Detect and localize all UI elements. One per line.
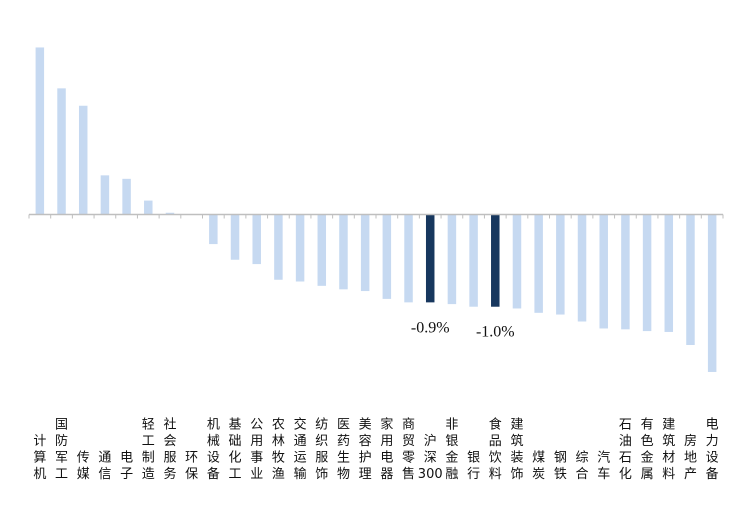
category-label: 通信 xyxy=(98,451,111,483)
category-label: 农林牧渔 xyxy=(272,418,285,483)
data-labels: -0.9% -1.0% xyxy=(411,319,515,340)
bar xyxy=(447,214,457,305)
bar xyxy=(577,214,587,322)
bar xyxy=(144,200,153,215)
category-label: 国防军工 xyxy=(55,418,68,483)
bar xyxy=(317,214,327,286)
bar xyxy=(230,214,240,260)
category-label: 银行 xyxy=(467,451,480,483)
bar xyxy=(425,214,435,303)
bar xyxy=(707,214,717,372)
bar xyxy=(209,214,218,245)
bar xyxy=(599,214,608,329)
category-label: 医药生物 xyxy=(337,418,350,483)
category-labels: 计算机国防军工传媒通信电子轻工制造社会服务环保机械设备基础化工公用事业农林牧渔交… xyxy=(33,417,718,483)
category-label: 计算机 xyxy=(33,434,46,482)
x-axis-ticks xyxy=(28,214,724,219)
data-label: -1.0% xyxy=(476,324,515,341)
category-label: 沪深 300 xyxy=(418,433,443,482)
category-label: 美容护理 xyxy=(359,418,372,483)
bar xyxy=(621,214,630,330)
category-label: 环保 xyxy=(185,451,198,483)
category-label: 建筑材料 xyxy=(662,418,675,483)
bars-group xyxy=(35,47,717,372)
category-label: 综合 xyxy=(576,451,589,483)
category-label: 社会服务 xyxy=(163,417,176,483)
bar xyxy=(404,214,413,303)
bar xyxy=(274,214,283,280)
bar xyxy=(686,214,695,345)
category-label: 纺织服饰 xyxy=(315,418,328,483)
bar xyxy=(642,214,652,332)
data-label: -0.9% xyxy=(411,319,450,336)
bar xyxy=(57,88,66,215)
category-label: 煤炭 xyxy=(532,451,545,483)
category-label: 非银金融 xyxy=(445,418,458,483)
bar xyxy=(252,214,261,265)
category-label: 公用事业 xyxy=(250,418,263,483)
category-label: 有色金属 xyxy=(641,418,654,483)
bar xyxy=(664,214,674,332)
bar xyxy=(165,212,175,215)
category-label: 食品饮料 xyxy=(489,417,502,483)
bar xyxy=(122,178,131,215)
bar xyxy=(295,214,305,282)
bar xyxy=(382,214,392,299)
bar xyxy=(360,214,370,292)
bar xyxy=(339,214,348,290)
category-label: 建筑装饰 xyxy=(510,418,523,483)
category-label: 钢铁 xyxy=(554,451,567,483)
bar xyxy=(534,214,543,313)
category-label: 汽车 xyxy=(597,451,610,483)
category-label: 石油石化 xyxy=(619,418,632,483)
category-label: 商贸零售 xyxy=(402,418,415,483)
category-label: 房地产 xyxy=(684,433,697,482)
bar xyxy=(78,105,88,215)
bar xyxy=(491,214,500,307)
category-label: 基础化工 xyxy=(229,418,242,483)
bar xyxy=(556,214,565,315)
category-label: 电子 xyxy=(120,451,133,483)
category-label: 传媒 xyxy=(77,451,90,483)
bar xyxy=(512,214,522,309)
category-label: 电力设备 xyxy=(706,418,719,483)
bar xyxy=(35,47,45,215)
category-label: 家用电器 xyxy=(380,417,393,483)
category-label: 交通运输 xyxy=(294,417,307,483)
category-label: 轻工制造 xyxy=(142,418,155,483)
bar xyxy=(100,175,110,215)
bar xyxy=(469,214,478,307)
category-label: 机械设备 xyxy=(207,418,220,483)
